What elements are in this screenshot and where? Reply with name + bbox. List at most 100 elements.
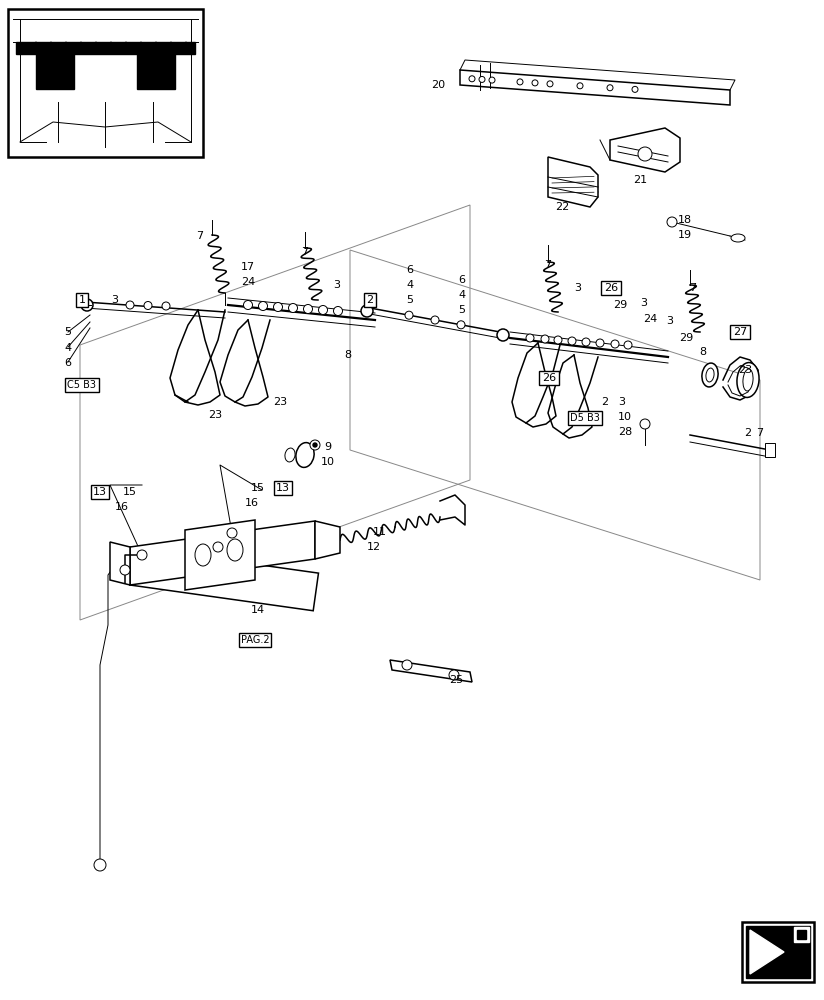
Polygon shape [548, 157, 598, 207]
Polygon shape [130, 521, 315, 585]
Circle shape [310, 440, 320, 450]
Polygon shape [185, 520, 255, 590]
Bar [16, 42, 195, 54]
Text: 13: 13 [276, 483, 290, 493]
Polygon shape [390, 660, 472, 682]
Text: 3: 3 [574, 283, 582, 293]
Circle shape [405, 311, 413, 319]
Circle shape [541, 335, 549, 343]
Ellipse shape [227, 539, 243, 561]
Text: 12: 12 [367, 542, 381, 552]
Ellipse shape [285, 448, 295, 462]
Text: 10: 10 [618, 412, 632, 422]
Circle shape [319, 306, 327, 314]
Text: 2: 2 [602, 397, 609, 407]
Text: 5: 5 [458, 305, 466, 315]
Text: 5: 5 [406, 295, 414, 305]
Text: 2: 2 [744, 428, 751, 438]
Circle shape [607, 85, 613, 91]
Text: 5: 5 [64, 327, 72, 337]
Circle shape [213, 542, 223, 552]
Bar [36, 54, 74, 89]
Text: 7: 7 [196, 231, 204, 241]
Text: 21: 21 [633, 175, 647, 185]
Text: 24: 24 [643, 314, 657, 324]
Text: D5 B3: D5 B3 [570, 413, 600, 423]
Circle shape [144, 302, 152, 310]
Text: 26: 26 [542, 373, 556, 383]
Circle shape [526, 334, 534, 342]
Text: 7: 7 [302, 247, 308, 257]
Text: 14: 14 [251, 605, 265, 615]
Ellipse shape [737, 363, 759, 397]
Text: 3: 3 [334, 280, 340, 290]
Text: 11: 11 [373, 527, 387, 537]
Text: 3: 3 [640, 298, 648, 308]
Text: 6: 6 [458, 275, 466, 285]
Text: 8: 8 [344, 350, 352, 360]
Polygon shape [746, 926, 810, 978]
Text: 24: 24 [241, 277, 255, 287]
Text: 3: 3 [111, 295, 119, 305]
Circle shape [334, 306, 343, 316]
Ellipse shape [706, 368, 714, 382]
Text: 3: 3 [667, 316, 673, 326]
Text: 4: 4 [458, 290, 466, 300]
Circle shape [274, 302, 283, 312]
Text: 17: 17 [241, 262, 255, 272]
Text: 10: 10 [321, 457, 335, 467]
Text: 4: 4 [64, 343, 72, 353]
Circle shape [259, 302, 268, 310]
Text: 18: 18 [678, 215, 692, 225]
Text: 4: 4 [406, 280, 414, 290]
Circle shape [402, 660, 412, 670]
Circle shape [532, 80, 538, 86]
Circle shape [624, 341, 632, 349]
Circle shape [361, 305, 373, 317]
Circle shape [489, 77, 495, 83]
Text: 27: 27 [733, 327, 747, 337]
Circle shape [244, 300, 252, 310]
Circle shape [479, 76, 485, 82]
Ellipse shape [702, 363, 718, 387]
Bar [794, 927, 809, 942]
Ellipse shape [195, 544, 211, 566]
Circle shape [120, 565, 130, 575]
Polygon shape [315, 521, 340, 559]
Circle shape [582, 338, 590, 346]
Circle shape [517, 79, 523, 85]
Text: 29: 29 [613, 300, 627, 310]
Circle shape [554, 336, 562, 344]
Bar [8, 9, 203, 157]
Circle shape [449, 670, 459, 680]
Text: 6: 6 [406, 265, 414, 275]
Circle shape [162, 302, 170, 310]
Bar [765, 443, 775, 457]
Circle shape [568, 337, 576, 345]
Text: 16: 16 [115, 502, 129, 512]
Text: 2: 2 [367, 295, 373, 305]
Polygon shape [110, 542, 130, 585]
Polygon shape [460, 70, 730, 105]
Text: 25: 25 [449, 675, 463, 685]
Text: 13: 13 [93, 487, 107, 497]
Text: 6: 6 [64, 358, 72, 368]
Text: 23: 23 [273, 397, 287, 407]
Circle shape [137, 550, 147, 560]
Circle shape [596, 339, 604, 347]
Text: 3: 3 [619, 397, 625, 407]
Ellipse shape [731, 234, 745, 242]
Text: 29: 29 [679, 333, 693, 343]
Text: 23: 23 [208, 410, 222, 420]
Bar [137, 54, 175, 89]
Text: 7: 7 [756, 428, 764, 438]
Circle shape [577, 83, 583, 89]
Text: 8: 8 [700, 347, 706, 357]
Ellipse shape [296, 443, 314, 467]
Text: 9: 9 [325, 442, 331, 452]
Text: 1: 1 [78, 295, 86, 305]
Text: 26: 26 [604, 283, 618, 293]
Text: 23: 23 [738, 365, 752, 375]
Circle shape [431, 316, 439, 324]
Circle shape [632, 86, 638, 92]
